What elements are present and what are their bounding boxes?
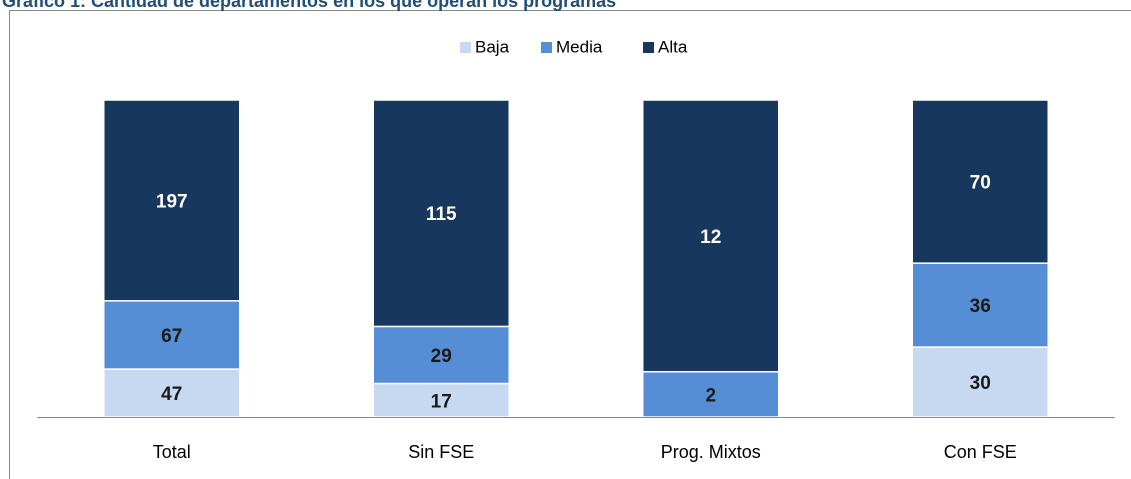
data-label: 2 (705, 385, 716, 406)
data-label: 70 (970, 173, 991, 194)
plot-area: Total 47 67 197 Sin FSE 17 29 115 Prog. Mixtos 2 1… (103, 99, 1049, 462)
bar-segment (911, 262, 1049, 348)
legend-swatch (643, 42, 654, 53)
data-label: 29 (431, 346, 452, 367)
legend: Baja Media Alta (460, 37, 688, 56)
data-label: 197 (156, 191, 188, 212)
data-label: 36 (970, 296, 991, 317)
legend-swatch (541, 42, 552, 53)
data-label: 115 (426, 204, 457, 225)
data-label: 12 (700, 227, 721, 248)
x-tick-label: Prog. Mixtos (661, 442, 761, 462)
x-tick-label: Con FSE (944, 442, 1017, 462)
x-tick-label: Sin FSE (408, 442, 474, 462)
data-label: 67 (161, 326, 182, 347)
data-label: 47 (161, 384, 182, 405)
legend-label: Alta (658, 37, 688, 56)
bar-segment (911, 346, 1049, 418)
bar-segment (103, 300, 241, 370)
data-label: 17 (431, 391, 452, 412)
chart-border (9, 10, 1131, 479)
x-tick-label: Total (153, 442, 191, 462)
legend-label: Media (556, 37, 603, 56)
bar-segment (372, 99, 510, 328)
chart-title: Gráfico 1: Cantidad de departamentos en … (2, 0, 616, 11)
bar-segment (911, 99, 1049, 264)
bar-segment (642, 99, 780, 373)
bar-segment (103, 99, 241, 302)
legend-swatch (460, 42, 471, 53)
data-label: 30 (970, 373, 991, 394)
legend-label: Baja (475, 37, 510, 56)
